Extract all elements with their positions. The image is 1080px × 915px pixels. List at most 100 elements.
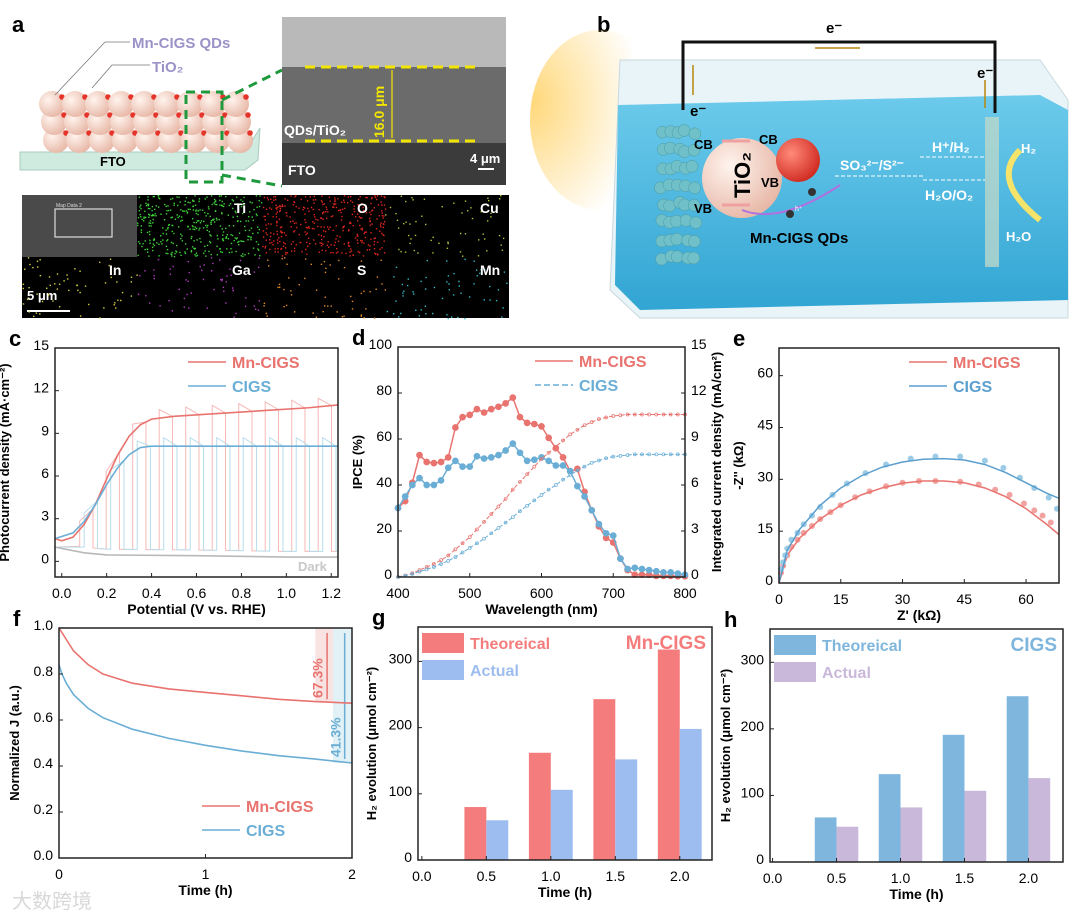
eds-dot <box>219 248 221 250</box>
series-line-cigs-integrated <box>397 453 685 578</box>
eds-dot <box>362 209 365 212</box>
eds-dot <box>276 208 278 210</box>
legend-label: Mn-CIGS <box>953 355 1021 372</box>
eds-dot <box>180 254 182 257</box>
eds-dot <box>503 271 506 273</box>
eds-dot <box>192 205 194 208</box>
eds-dot <box>141 218 143 221</box>
eds-dot <box>242 255 244 258</box>
tio2-sphere <box>108 91 134 117</box>
eds-dot <box>361 229 363 231</box>
eds-dot <box>321 249 324 251</box>
eds-dot <box>320 235 323 237</box>
eds-dot <box>190 249 193 252</box>
eds-dot <box>140 215 142 218</box>
bar-theoreical-0.5 <box>464 807 487 860</box>
data-point <box>518 509 522 513</box>
data-point <box>640 452 644 457</box>
eds-dot <box>490 212 492 215</box>
eds-dot <box>137 224 139 227</box>
eds-dot <box>315 289 318 291</box>
eds-dot <box>190 292 192 294</box>
eds-dot <box>257 309 260 311</box>
eds-dot <box>140 207 142 210</box>
tio2-sphere-label: TiO₂ <box>730 152 755 198</box>
eds-dot <box>341 316 344 318</box>
eds-dot <box>235 212 237 214</box>
eds-dot <box>446 314 448 316</box>
eds-dot <box>253 305 255 307</box>
eds-dot <box>237 241 239 243</box>
eds-dot <box>358 210 360 212</box>
eds-dot <box>334 241 336 244</box>
eds-dot <box>192 209 195 211</box>
eds-dot <box>468 296 471 298</box>
eds-dot <box>231 234 234 237</box>
eds-dot <box>152 218 154 221</box>
eds-dot <box>186 248 188 250</box>
data-point <box>611 454 616 459</box>
eds-dot <box>153 239 156 241</box>
eds-dot <box>348 245 351 247</box>
eds-dot <box>265 232 267 234</box>
eds-dot <box>56 273 59 275</box>
eds-dot <box>184 204 186 206</box>
eds-dot <box>280 247 283 250</box>
data-point <box>553 444 558 449</box>
y-axis-label: Normalized J (a.u.) <box>7 685 22 801</box>
eds-dot <box>424 223 427 226</box>
eds-dot <box>363 317 365 319</box>
eds-dot <box>186 212 189 214</box>
eds-dot <box>369 211 371 214</box>
eds-dot <box>415 220 417 223</box>
eds-dot <box>243 240 245 243</box>
data-point <box>532 464 537 469</box>
eds-dot <box>304 231 306 233</box>
eds-dot <box>356 235 358 237</box>
eds-dot <box>27 257 30 259</box>
eds-dot <box>343 195 346 197</box>
legend: Mn-CIGS CIGS <box>909 355 1021 396</box>
eds-dot <box>138 196 141 198</box>
eds-dot <box>190 237 193 240</box>
eds-dot <box>152 249 154 252</box>
eds-dot <box>220 212 223 214</box>
eds-dot <box>252 219 254 222</box>
eds-dot <box>271 241 273 244</box>
data-point <box>437 477 445 484</box>
eds-dot <box>79 291 81 294</box>
legend-label: Mn-CIGS <box>579 354 647 371</box>
eds-dot <box>290 250 293 252</box>
x-tick-label: 0.5 <box>827 870 847 886</box>
eds-dot <box>298 207 300 209</box>
eds-dot <box>250 227 253 229</box>
eds-dot <box>173 202 176 204</box>
chart-c: c Dark 0.0 0.2 0.4 0.6 0.8 1.0 1.2 0 3 6 9 12 15 Potent… <box>0 326 341 617</box>
eds-dot <box>204 250 206 252</box>
eds-dot <box>369 224 371 226</box>
data-point <box>467 535 472 539</box>
eds-dot <box>421 215 423 217</box>
eds-dot <box>363 242 365 244</box>
map-box-label: Map Data 2 <box>56 203 82 209</box>
eds-dot <box>183 306 185 308</box>
eds-dot <box>171 230 173 233</box>
eds-dot <box>167 209 170 212</box>
eds-dot <box>417 252 419 254</box>
eds-dot <box>230 274 232 277</box>
eds-dot <box>315 316 318 318</box>
x-tick-label: 500 <box>458 585 482 601</box>
eds-dot <box>58 306 61 308</box>
watermark: 大数跨境 <box>12 890 92 913</box>
eds-dot <box>144 248 146 251</box>
tio2-sphere <box>702 138 782 218</box>
eds-dot <box>196 220 199 222</box>
eds-dot <box>165 233 168 235</box>
legend-label: Actual <box>822 665 871 682</box>
eds-dot <box>471 217 474 220</box>
eds-dot <box>402 292 404 294</box>
eds-dot <box>370 202 372 205</box>
eds-dot <box>326 208 328 211</box>
eds-dot <box>168 299 170 302</box>
